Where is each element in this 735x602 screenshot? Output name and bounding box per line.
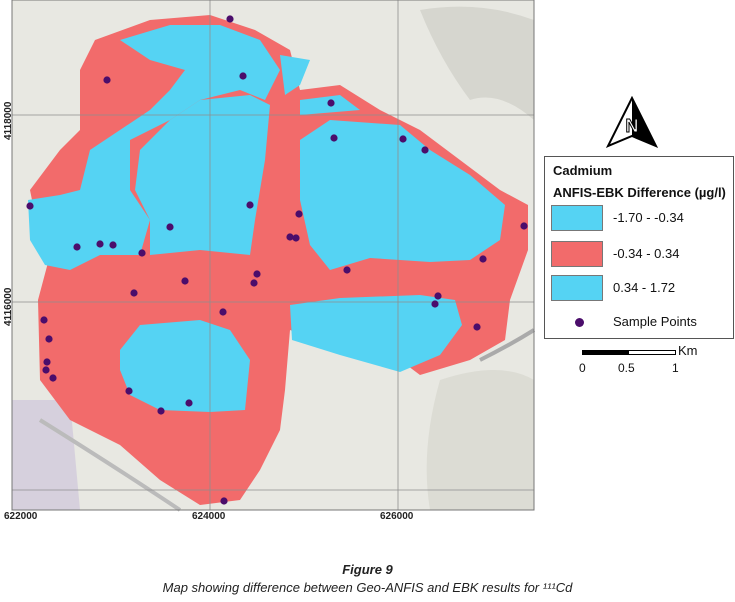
sample-point bbox=[431, 300, 439, 308]
scale-label-05: 0.5 bbox=[618, 361, 635, 375]
scale-bar: Km 0 0.5 1 bbox=[579, 343, 720, 377]
sample-point bbox=[330, 134, 338, 142]
class-low-region-nw bbox=[28, 25, 280, 270]
legend-title: Cadmium bbox=[553, 163, 613, 178]
sample-point bbox=[399, 135, 407, 143]
sample-point bbox=[434, 292, 442, 300]
sample-point bbox=[343, 266, 351, 274]
class-low-region-ne bbox=[300, 95, 505, 270]
legend-class-3: 0.34 - 1.72 bbox=[551, 275, 731, 303]
sample-point bbox=[327, 99, 335, 107]
sample-point bbox=[49, 374, 57, 382]
terrain-relief bbox=[420, 6, 534, 121]
map-grid bbox=[12, 0, 534, 510]
scale-segment-1 bbox=[582, 350, 628, 355]
sample-point bbox=[166, 223, 174, 231]
sample-point bbox=[181, 277, 189, 285]
north-arrow-icon: N bbox=[605, 96, 659, 148]
difference-surface bbox=[28, 15, 528, 505]
y-tick-4118000: 4118000 bbox=[3, 101, 14, 140]
sample-point bbox=[219, 308, 227, 316]
x-tick-622000: 622000 bbox=[4, 511, 38, 522]
terrain-relief-2 bbox=[426, 370, 534, 510]
legend-label-2: -0.34 - 0.34 bbox=[613, 246, 680, 261]
legend-points: Sample Points bbox=[551, 313, 731, 341]
sample-point bbox=[421, 146, 429, 154]
sample-point bbox=[295, 210, 303, 218]
sample-point bbox=[479, 255, 487, 263]
sample-point bbox=[157, 407, 165, 415]
legend-points-label: Sample Points bbox=[613, 314, 697, 329]
sample-point bbox=[40, 316, 48, 324]
sample-point bbox=[73, 243, 81, 251]
legend-swatch-1 bbox=[551, 205, 603, 231]
map-frame bbox=[11, 0, 536, 512]
map-border bbox=[11, 0, 535, 511]
class-high-region-sw bbox=[120, 320, 250, 412]
x-tick-626000: 626000 bbox=[380, 511, 414, 522]
sample-point bbox=[130, 289, 138, 297]
legend-label-3: 0.34 - 1.72 bbox=[613, 280, 676, 295]
sample-point bbox=[138, 249, 146, 257]
north-label: N bbox=[626, 116, 639, 136]
legend-class-2: -0.34 - 0.34 bbox=[551, 241, 731, 269]
scale-label-0: 0 bbox=[579, 361, 586, 375]
legend-swatch-2 bbox=[551, 241, 603, 267]
sample-point bbox=[292, 234, 300, 242]
figure-caption: Map showing difference between Geo-ANFIS… bbox=[162, 580, 573, 595]
scale-label-1: 1 bbox=[672, 361, 679, 375]
sample-point bbox=[239, 72, 247, 80]
legend-swatch-3 bbox=[551, 275, 603, 301]
sample-points bbox=[26, 15, 528, 505]
sample-point bbox=[109, 241, 117, 249]
legend: Cadmium ANFIS-EBK Difference (µg/l) -1.7… bbox=[544, 156, 734, 339]
sample-point bbox=[96, 240, 104, 248]
sample-point bbox=[125, 387, 133, 395]
x-tick-624000: 624000 bbox=[192, 511, 226, 522]
sample-point bbox=[42, 366, 50, 374]
scale-unit: Km bbox=[678, 343, 698, 358]
class-low-region-center bbox=[135, 95, 270, 255]
legend-label-1: -1.70 - -0.34 bbox=[613, 210, 684, 225]
sample-point-icon bbox=[575, 318, 584, 327]
sample-point bbox=[286, 233, 294, 241]
sample-point bbox=[185, 399, 193, 407]
sample-point bbox=[253, 270, 261, 278]
sample-point bbox=[26, 202, 34, 210]
sample-point bbox=[473, 323, 481, 331]
figure-title: Figure 9 bbox=[342, 562, 393, 577]
sample-point bbox=[103, 76, 111, 84]
class-high-region-se bbox=[290, 295, 462, 372]
class-low-region-n bbox=[280, 55, 310, 95]
sample-point bbox=[220, 497, 228, 505]
sample-point bbox=[250, 279, 258, 287]
legend-subtitle: ANFIS-EBK Difference (µg/l) bbox=[553, 185, 726, 200]
sample-point bbox=[43, 358, 51, 366]
legend-class-1: -1.70 - -0.34 bbox=[551, 205, 731, 233]
sample-point bbox=[45, 335, 53, 343]
sample-point bbox=[226, 15, 234, 23]
road-2 bbox=[479, 328, 536, 362]
road bbox=[38, 418, 182, 512]
sample-point bbox=[246, 201, 254, 209]
scale-segment-2 bbox=[628, 350, 676, 355]
sample-point bbox=[520, 222, 528, 230]
y-tick-4116000: 4116000 bbox=[3, 287, 14, 326]
urban-area bbox=[12, 400, 80, 510]
